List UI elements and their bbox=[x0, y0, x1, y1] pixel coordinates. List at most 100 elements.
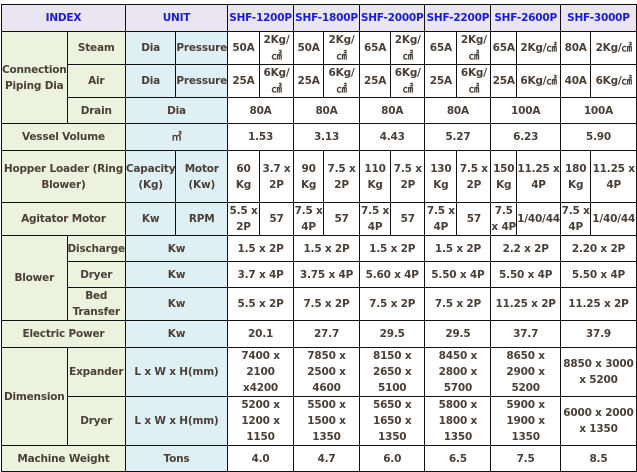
table-cell: 5800 x 1800 x 1350 bbox=[424, 396, 492, 446]
table-cell: 57 bbox=[390, 202, 426, 236]
table-cell: 11.25 x 2P bbox=[559, 287, 637, 321]
table-cell: 25A bbox=[424, 64, 458, 98]
table-cell: 6Kg/㎠ bbox=[516, 64, 561, 98]
table-cell: Kw bbox=[124, 235, 229, 262]
table-cell: 8650 x 2900 x 5200 bbox=[490, 347, 561, 397]
header-model: SHF-1200P bbox=[227, 4, 295, 32]
table-cell: 5200 x 1200 x 1150 bbox=[227, 396, 295, 446]
table-cell: Kw bbox=[124, 320, 229, 348]
table-cell: 100A bbox=[559, 97, 637, 124]
table-cell: 6.23 bbox=[490, 123, 561, 151]
table-cell: 27.7 bbox=[293, 320, 360, 348]
table-cell: Dryer bbox=[66, 261, 126, 288]
table-cell: 5.60 x 4P bbox=[358, 261, 426, 288]
header-model: SHF-1800P bbox=[293, 4, 360, 32]
table-cell: 3.13 bbox=[293, 123, 360, 151]
table-row: Bed Transfer Kw 5.5 x 2P 7.5 x 2P 7.5 x 2P 7.… bbox=[2, 287, 637, 321]
table-cell: 6000 x 2000 x 1350 bbox=[559, 396, 637, 446]
header-model: SHF-3000P bbox=[559, 4, 637, 32]
table-cell: L x W x H(mm) bbox=[124, 347, 229, 397]
table-cell: 2Kg/㎠ bbox=[323, 31, 360, 65]
table-cell: 7.5 x 4P bbox=[424, 202, 458, 236]
table-cell: 11.25 x 2P bbox=[490, 287, 561, 321]
table-cell: 6Kg/㎠ bbox=[456, 64, 492, 98]
table-cell: 7.5 x 2P bbox=[456, 150, 492, 203]
table-cell: Kw bbox=[124, 261, 229, 288]
table-cell: Blower bbox=[1, 235, 68, 321]
table-cell: Steam bbox=[66, 31, 126, 65]
table-cell: 50A bbox=[293, 31, 325, 65]
table-cell: Pressure bbox=[175, 31, 229, 65]
table-row: Drain Dia 80A 80A 80A 80A 100A 100A bbox=[2, 97, 637, 124]
table-cell: 80A bbox=[424, 97, 492, 124]
table-cell: 57 bbox=[323, 202, 360, 236]
table-cell: 180 Kg bbox=[559, 150, 592, 203]
table-cell: 65A bbox=[424, 31, 458, 65]
table-cell: 6Kg/㎠ bbox=[323, 64, 360, 98]
table-cell: 5900 x 1900 x 1350 bbox=[490, 396, 561, 446]
table-cell: 5.27 bbox=[424, 123, 492, 151]
header-unit: UNIT bbox=[124, 4, 229, 32]
table-cell: 7.5 x 4P bbox=[559, 202, 592, 236]
table-cell: 2Kg/㎠ bbox=[590, 31, 637, 65]
table-cell: 20.1 bbox=[227, 320, 295, 348]
table-cell: Kw bbox=[124, 202, 177, 236]
table-cell: 2.2 x 2P bbox=[490, 235, 561, 262]
table-row: Electric Power Kw 20.1 27.7 29.5 29.5 37.7 37.9 bbox=[1, 320, 637, 348]
table-cell: 65A bbox=[358, 31, 392, 65]
table-cell: 7.5 x 4P bbox=[358, 202, 392, 236]
table-cell: 65A bbox=[490, 31, 518, 65]
table-cell: 11.25 x 4P bbox=[590, 150, 637, 203]
table-cell: 6Kg/㎠ bbox=[590, 64, 637, 98]
table-row: Dimension Expander L x W x H(mm) 7400 x 210… bbox=[1, 347, 637, 446]
table-cell: 8150 x 2650 x 5100 bbox=[358, 347, 426, 397]
table-cell: Dia bbox=[124, 97, 229, 124]
table-cell: 80A bbox=[559, 31, 592, 65]
table-cell: 5500 x 1500 x 1350 bbox=[293, 396, 360, 446]
table-row: Connection Piping Dia Steam Dia Pressure 50A… bbox=[1, 31, 637, 124]
table-cell: 80A bbox=[227, 97, 295, 124]
table-cell: Dia bbox=[124, 31, 177, 65]
table-cell: 1.5 x 2P bbox=[358, 235, 426, 262]
table-cell: 25A bbox=[293, 64, 325, 98]
table-cell: 100A bbox=[490, 97, 561, 124]
table-cell: 7.5 x 2P bbox=[358, 287, 426, 321]
table-cell: 5.50 x 4P bbox=[559, 261, 637, 288]
table-cell: RPM bbox=[175, 202, 229, 236]
table-row: Dryer Kw 3.7 x 4P 3.75 x 4P 5.60 x 4P 5.50 x … bbox=[2, 261, 637, 288]
table-cell: 90 Kg bbox=[293, 150, 325, 203]
header-index: INDEX bbox=[1, 4, 126, 32]
table-cell: Vessel Volume bbox=[1, 123, 126, 151]
table-cell: 3.75 x 4P bbox=[293, 261, 360, 288]
table-cell: 8850 x 3000 x 5200 bbox=[559, 347, 637, 397]
table-cell: 2Kg/㎠ bbox=[516, 31, 561, 65]
table-cell: 7.5 x 2P bbox=[424, 287, 492, 321]
header-model: SHF-2600P bbox=[490, 4, 561, 32]
table-cell: 37.9 bbox=[559, 320, 637, 348]
table-cell: 7.5 x 2P bbox=[323, 150, 360, 203]
table-cell: 40A bbox=[559, 64, 592, 98]
table-cell: 7.5 x 4P bbox=[490, 202, 518, 236]
table-cell: 3.7 x 2P bbox=[258, 150, 295, 203]
table-cell: L x W x H(mm) bbox=[124, 396, 229, 446]
table-cell: 25A bbox=[358, 64, 392, 98]
table-cell: Agitator Motor bbox=[1, 202, 126, 236]
table-cell: 1.5 x 2P bbox=[424, 235, 492, 262]
table-row: Dryer L x W x H(mm) 5200 x 1200 x 1150 5500… bbox=[2, 396, 637, 446]
row-label-connection: Connection Piping Dia bbox=[1, 31, 68, 124]
table-row: Agitator Motor Kw RPM 5.5 x 2P 57 7.5 x 4P 57 7… bbox=[1, 202, 637, 236]
table-cell: 2Kg/㎠ bbox=[456, 31, 492, 65]
table-cell: 110 Kg bbox=[358, 150, 392, 203]
spec-table: INDEX UNIT SHF-1200P SHF-1800P SHF-2000P SHF-… bbox=[1, 4, 637, 472]
table-cell: 2.20 x 2P bbox=[559, 235, 637, 262]
table-cell: Dimension bbox=[1, 347, 68, 446]
table-row: Blower Discharge Kw 1.5 x 2P 1.5 x 2P 1.5 x 2… bbox=[1, 235, 637, 321]
table-cell: Pressure bbox=[175, 64, 229, 98]
table-cell: 1/40/44 bbox=[516, 202, 561, 236]
header-row: INDEX UNIT SHF-1200P SHF-1800P SHF-2000P SHF-… bbox=[1, 4, 637, 32]
table-cell: 5.5 x 2P bbox=[227, 202, 260, 236]
table-cell: 6Kg/㎠ bbox=[390, 64, 426, 98]
table-cell: ㎥ bbox=[124, 123, 229, 151]
table-cell: 11.25 x 4P bbox=[516, 150, 561, 203]
table-cell: 7400 x 2100 x4200 bbox=[227, 347, 295, 397]
